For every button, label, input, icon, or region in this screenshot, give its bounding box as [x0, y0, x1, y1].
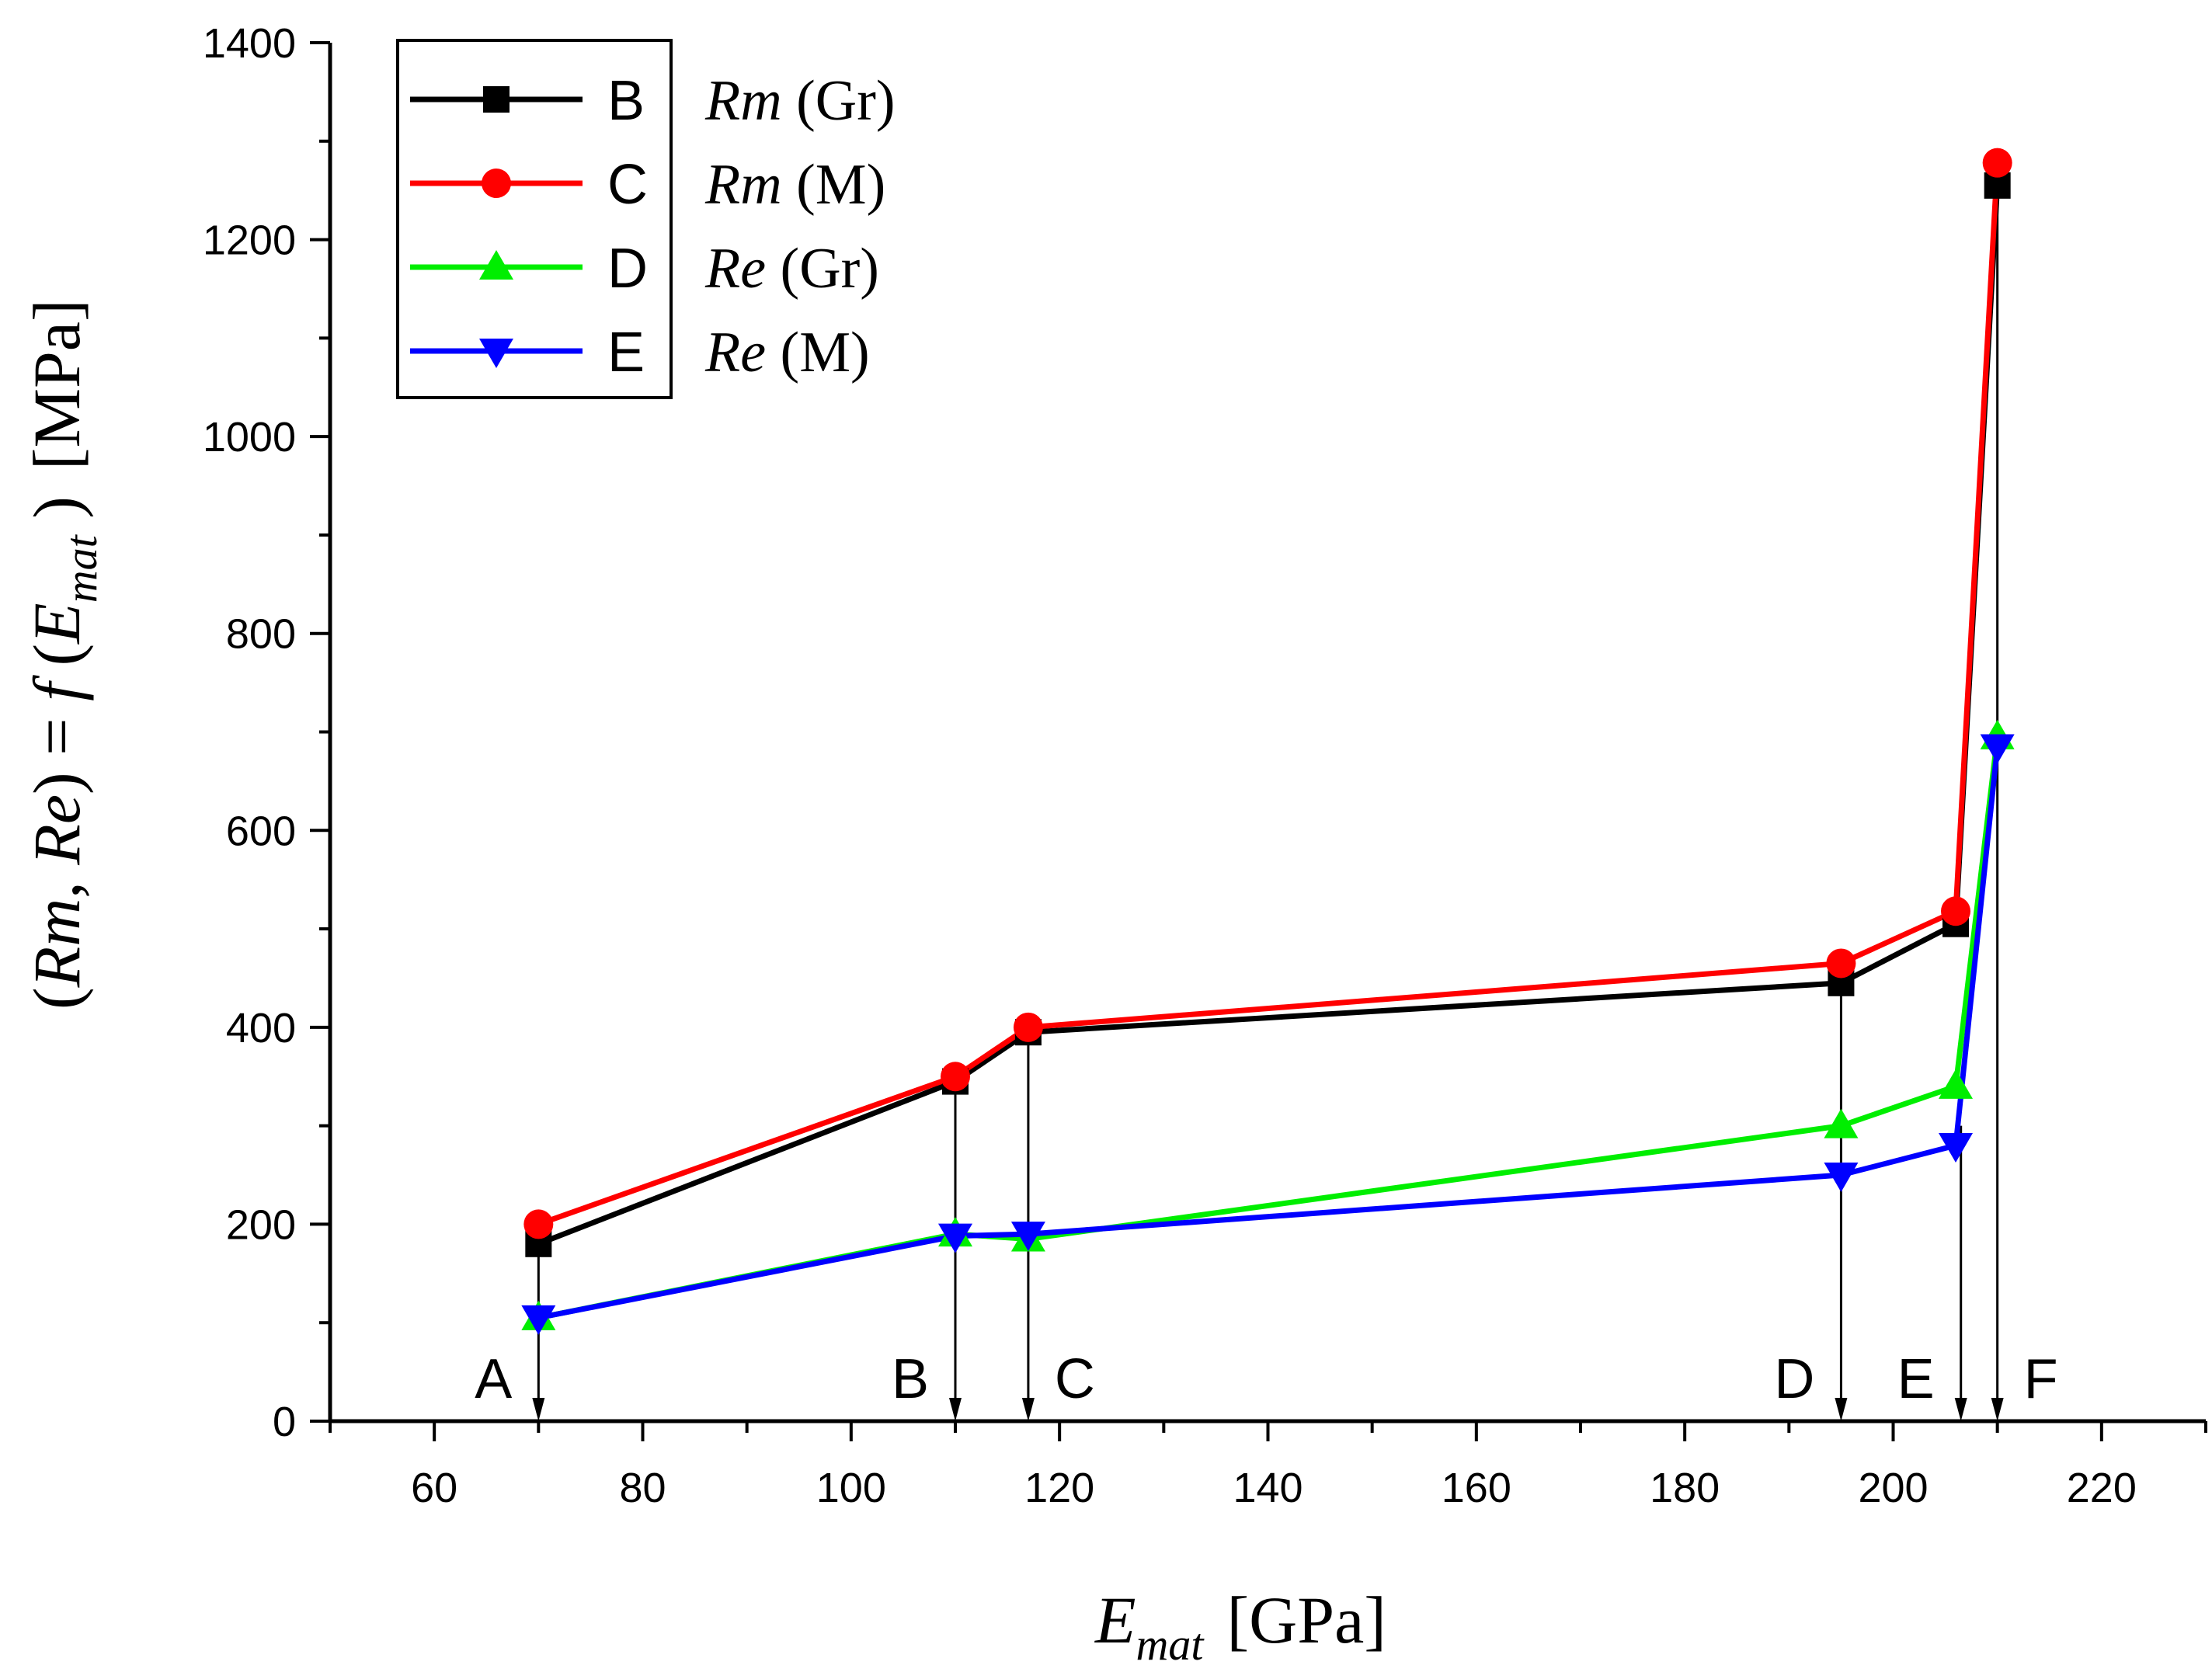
marker-label: D	[1774, 1348, 1814, 1410]
legend-description-symbol: Rm	[704, 153, 796, 217]
y-tick-label: 0	[273, 1399, 296, 1445]
legend-description-symbol: Rm	[704, 69, 796, 133]
legend-label: B	[607, 70, 645, 132]
data-point-E	[1980, 734, 2015, 764]
marker-arrowhead	[1021, 1398, 1035, 1421]
data-point-C	[1941, 896, 1970, 926]
y-axis-title-subscript: mat	[56, 534, 106, 603]
y-axis-title-part: Rm	[19, 899, 94, 989]
y-axis-title-unit: [MPa]	[19, 299, 94, 470]
x-axis-title-unit: [GPa]	[1227, 1583, 1386, 1657]
data-point-E	[521, 1305, 556, 1335]
y-axis-title-part: )	[19, 496, 94, 535]
x-tick-label: 60	[411, 1465, 457, 1511]
y-tick-label: 800	[226, 611, 296, 658]
y-axis-title-part: E	[19, 603, 94, 645]
x-tick-label: 120	[1024, 1465, 1094, 1511]
legend-marker-B	[483, 86, 510, 113]
series-line-E	[537, 746, 2001, 1321]
legend: B Rm (Gr) C Rm (M) D Re (Gr) E Re (M)	[396, 39, 896, 399]
legend-label: C	[607, 154, 648, 216]
data-point-C	[523, 1209, 554, 1239]
x-axis-title-symbol: E	[1094, 1583, 1136, 1657]
marker-arrowhead	[1991, 1398, 2004, 1421]
data-point-C	[1826, 948, 1856, 978]
y-tick-label: 1400	[203, 20, 296, 67]
marker-label: B	[892, 1348, 929, 1410]
marker-arrowhead	[1954, 1398, 1967, 1421]
y-axis-title-part: ) =	[19, 701, 94, 794]
legend-label: D	[607, 238, 648, 300]
x-tick-label: 80	[619, 1465, 666, 1511]
legend-marker-E	[479, 339, 513, 368]
legend-marker-C	[482, 169, 511, 198]
y-tick-label: 400	[226, 1005, 296, 1051]
y-tick-label: 200	[226, 1201, 296, 1248]
x-tick-label: 100	[816, 1465, 886, 1511]
data-point-E	[1939, 1133, 1973, 1163]
x-axis-title: Emat [GPa]	[1094, 1583, 1386, 1665]
marker-arrowhead	[1835, 1398, 1848, 1421]
y-axis-title-part: ,	[19, 865, 94, 899]
legend-description-symbol: Re	[704, 237, 781, 301]
x-tick-label: 200	[1858, 1465, 1928, 1511]
marker-label: F	[2024, 1348, 2058, 1410]
y-axis-title-part: (	[19, 987, 94, 1010]
data-series	[537, 162, 2001, 1321]
data-point-C	[941, 1062, 970, 1092]
y-tick-label: 1000	[203, 414, 296, 461]
series-line-C	[537, 162, 2001, 1227]
data-point-C	[1982, 148, 2012, 178]
data-point-D	[1939, 1069, 1973, 1099]
legend-description-source: (Gr)	[781, 237, 879, 301]
x-axis-title-subscript: mat	[1136, 1619, 1205, 1665]
series-line-D	[537, 736, 2001, 1321]
y-axis-title: (Rm, Re) = f (Emat )[MPa]	[19, 299, 106, 1010]
data-point-D	[1824, 1108, 1859, 1138]
x-tick-label: 180	[1650, 1465, 1720, 1511]
y-axis-title-part: (	[19, 644, 94, 683]
data-point-E	[938, 1223, 972, 1253]
legend-description-source: (M)	[781, 321, 870, 384]
y-tick-label: 600	[226, 808, 296, 854]
data-markers	[521, 148, 2015, 1335]
legend-description: Rm (M)	[704, 153, 885, 217]
data-point-E	[1010, 1222, 1045, 1252]
x-tick-label: 220	[2067, 1465, 2137, 1511]
x-tick-label: 140	[1233, 1465, 1303, 1511]
marker-label: E	[1897, 1348, 1935, 1410]
legend-label: E	[607, 322, 645, 384]
data-point-E	[1824, 1163, 1859, 1193]
y-tick-label: 1200	[203, 217, 296, 264]
legend-description: Re (M)	[704, 321, 870, 384]
y-axis-title-part: Re	[19, 794, 94, 866]
x-tick-label: 160	[1442, 1465, 1511, 1511]
marker-arrowhead	[949, 1398, 962, 1421]
legend-description: Rm (Gr)	[704, 69, 896, 133]
legend-description: Re (Gr)	[704, 237, 879, 301]
data-point-C	[1013, 1012, 1043, 1042]
legend-description-source: (M)	[796, 153, 885, 217]
marker-label: C	[1055, 1348, 1095, 1410]
legend-description-source: (Gr)	[796, 69, 895, 133]
marker-label: A	[475, 1348, 512, 1410]
axis-ticks: 0 200 400 600 800 1000 1200 1400 60 80 100 120 140 16…	[203, 20, 2207, 1511]
legend-description-symbol: Re	[704, 321, 781, 384]
legend-marker-D	[479, 250, 513, 280]
marker-arrowhead	[532, 1398, 545, 1421]
